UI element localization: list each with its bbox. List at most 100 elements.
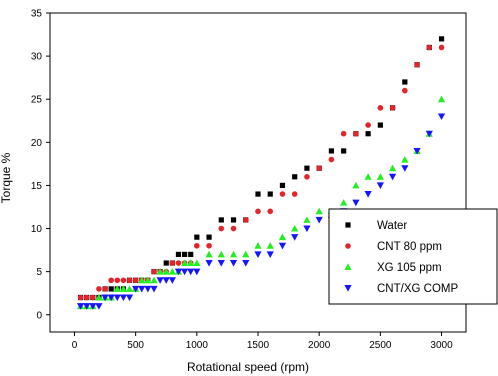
data-point bbox=[254, 242, 262, 249]
data-point bbox=[353, 130, 359, 137]
y-tick-label: 20 bbox=[31, 138, 43, 149]
data-point bbox=[89, 303, 97, 310]
data-point bbox=[376, 182, 384, 190]
y-tick-label: 5 bbox=[36, 267, 42, 278]
legend-marker bbox=[345, 243, 351, 249]
data-point bbox=[425, 130, 433, 138]
data-point bbox=[365, 122, 371, 128]
data-point bbox=[125, 285, 134, 292]
data-point bbox=[364, 191, 372, 198]
x-tick-label: 2000 bbox=[308, 340, 331, 351]
legend-label: Water bbox=[377, 220, 407, 232]
legend-marker bbox=[344, 285, 352, 292]
data-point bbox=[113, 294, 121, 302]
data-point bbox=[125, 294, 134, 302]
data-point bbox=[242, 217, 249, 223]
data-point bbox=[230, 217, 237, 223]
data-point bbox=[126, 277, 133, 284]
data-point bbox=[206, 234, 212, 240]
data-point bbox=[266, 251, 274, 259]
data-point bbox=[113, 285, 121, 292]
data-point bbox=[278, 233, 287, 241]
data-point bbox=[365, 131, 371, 137]
data-point bbox=[278, 242, 287, 250]
data-point bbox=[77, 294, 84, 301]
y-tick-label: 35 bbox=[31, 9, 43, 20]
y-tick-label: 25 bbox=[31, 95, 43, 106]
data-point bbox=[205, 260, 213, 267]
data-point bbox=[101, 294, 109, 302]
data-point bbox=[180, 259, 189, 267]
data-point bbox=[175, 251, 182, 258]
data-point bbox=[315, 216, 323, 224]
data-point bbox=[229, 250, 238, 258]
x-axis-title: Rotational speed (rpm) bbox=[187, 360, 309, 374]
data-point bbox=[90, 294, 96, 301]
data-point bbox=[304, 174, 310, 180]
data-point bbox=[151, 268, 157, 275]
legend-marker bbox=[344, 263, 352, 270]
data-point bbox=[168, 277, 176, 284]
data-point bbox=[388, 164, 397, 172]
data-point bbox=[169, 260, 176, 266]
data-point bbox=[352, 199, 360, 207]
axes bbox=[46, 12, 467, 336]
data-point bbox=[188, 251, 194, 258]
data-point bbox=[168, 268, 176, 275]
data-point bbox=[304, 165, 310, 171]
data-point bbox=[114, 277, 121, 284]
data-point bbox=[292, 174, 298, 180]
data-point bbox=[218, 217, 224, 223]
data-point bbox=[119, 294, 128, 302]
data-point bbox=[438, 36, 445, 42]
series-4 bbox=[76, 113, 446, 310]
data-point bbox=[144, 276, 152, 284]
data-point bbox=[156, 277, 164, 284]
data-point bbox=[138, 285, 146, 293]
data-point bbox=[279, 182, 286, 189]
data-point bbox=[316, 165, 322, 171]
data-point bbox=[96, 286, 102, 292]
x-tick-label: 1500 bbox=[247, 340, 270, 351]
data-point bbox=[102, 286, 108, 292]
data-point bbox=[163, 260, 169, 266]
legend-marker bbox=[345, 222, 351, 228]
data-point bbox=[414, 61, 420, 68]
legend: Water CNT 80 ppm XG 105 ppm CNT/XG COMP bbox=[328, 208, 498, 305]
data-point bbox=[162, 277, 170, 284]
x-tick-label: 0 bbox=[72, 340, 78, 351]
data-point bbox=[218, 225, 225, 232]
data-point bbox=[437, 95, 446, 103]
data-point bbox=[144, 285, 152, 293]
legend-label: XG 105 ppm bbox=[377, 262, 442, 274]
y-tick-label: 10 bbox=[31, 224, 43, 235]
data-point bbox=[401, 165, 409, 172]
legend-label: CNT 80 ppm bbox=[377, 241, 442, 253]
data-point bbox=[437, 113, 446, 121]
data-point bbox=[132, 277, 139, 284]
data-point bbox=[426, 44, 433, 51]
data-point bbox=[217, 250, 225, 258]
data-point bbox=[180, 268, 189, 276]
data-point bbox=[193, 259, 201, 267]
y-tick-label: 0 bbox=[36, 310, 42, 321]
data-point bbox=[401, 155, 409, 163]
data-point bbox=[267, 208, 274, 215]
data-point bbox=[108, 277, 114, 284]
data-point bbox=[328, 156, 335, 163]
data-marks bbox=[76, 36, 446, 310]
data-point bbox=[174, 268, 183, 276]
data-point bbox=[376, 173, 384, 180]
data-point bbox=[303, 216, 311, 223]
data-point bbox=[181, 251, 188, 258]
data-point bbox=[95, 303, 103, 310]
data-point bbox=[230, 225, 237, 232]
data-point bbox=[402, 79, 408, 85]
data-point bbox=[156, 268, 164, 275]
data-point bbox=[413, 147, 421, 155]
x-tick-label: 2500 bbox=[369, 340, 392, 351]
data-point bbox=[119, 285, 128, 292]
legend-label: CNT/XG COMP bbox=[377, 283, 458, 295]
data-point bbox=[194, 234, 200, 240]
